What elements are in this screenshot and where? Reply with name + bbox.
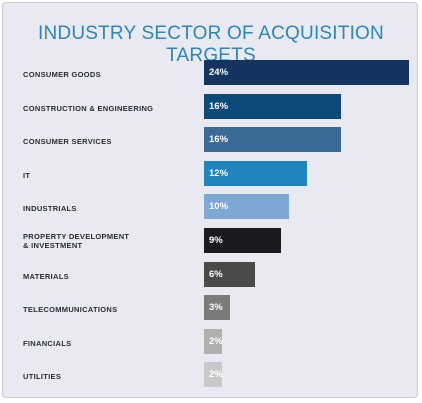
chart-panel: INDUSTRY SECTOR OF ACQUISITION TARGETS C… <box>2 2 418 398</box>
category-label: IT <box>23 171 31 180</box>
bar: 2% <box>204 362 223 387</box>
bar-value-label: 10% <box>209 201 229 212</box>
category-label: MATERIALS <box>23 272 69 281</box>
bar-value-label: 2% <box>209 369 223 380</box>
category-label: INDUSTRIALS <box>23 204 77 213</box>
bar-value-label: 16% <box>209 101 229 112</box>
category-label: PROPERTY DEVELOPMENT & INVESTMENT <box>23 232 130 250</box>
category-label: CONSUMER GOODS <box>23 70 101 79</box>
bar: 3% <box>204 295 230 320</box>
category-label: CONSTRUCTION & ENGINEERING <box>23 104 154 113</box>
bar-value-label: 3% <box>209 302 223 313</box>
bar-value-label: 12% <box>209 168 229 179</box>
bar: 12% <box>204 161 307 186</box>
bar-value-label: 24% <box>209 67 229 78</box>
bar: 6% <box>204 262 256 287</box>
bar: 16% <box>204 94 341 119</box>
bar: 16% <box>204 127 341 152</box>
category-label: CONSUMER SERVICES <box>23 137 112 146</box>
category-label: UTILITIES <box>23 372 62 381</box>
category-label: FINANCIALS <box>23 339 72 348</box>
bar: 2% <box>204 329 223 354</box>
bar-value-label: 6% <box>209 269 223 280</box>
bar: 10% <box>204 194 290 219</box>
category-label: TELECOMMUNICATIONS <box>23 305 118 314</box>
bar-value-label: 2% <box>209 336 223 347</box>
bar: 9% <box>204 228 281 253</box>
bar-value-label: 16% <box>209 134 229 145</box>
bar-value-label: 9% <box>209 235 223 246</box>
bar: 24% <box>204 60 409 85</box>
